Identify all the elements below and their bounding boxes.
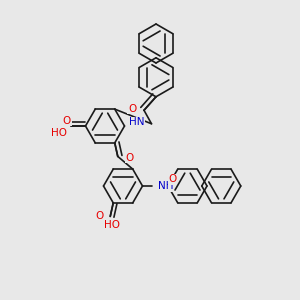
Text: HO: HO [51,128,67,138]
Text: HO: HO [104,220,120,230]
Text: O: O [168,174,177,184]
Text: O: O [63,116,71,126]
Text: O: O [95,212,103,221]
Text: O: O [128,104,136,114]
Text: O: O [126,153,134,163]
Text: NH: NH [158,181,174,191]
Text: HN: HN [128,117,144,127]
